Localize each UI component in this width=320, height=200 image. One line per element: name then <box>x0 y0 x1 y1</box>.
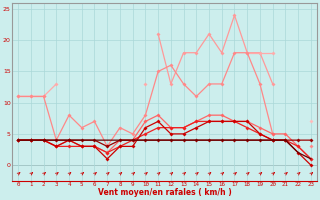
X-axis label: Vent moyen/en rafales ( km/h ): Vent moyen/en rafales ( km/h ) <box>98 188 231 197</box>
